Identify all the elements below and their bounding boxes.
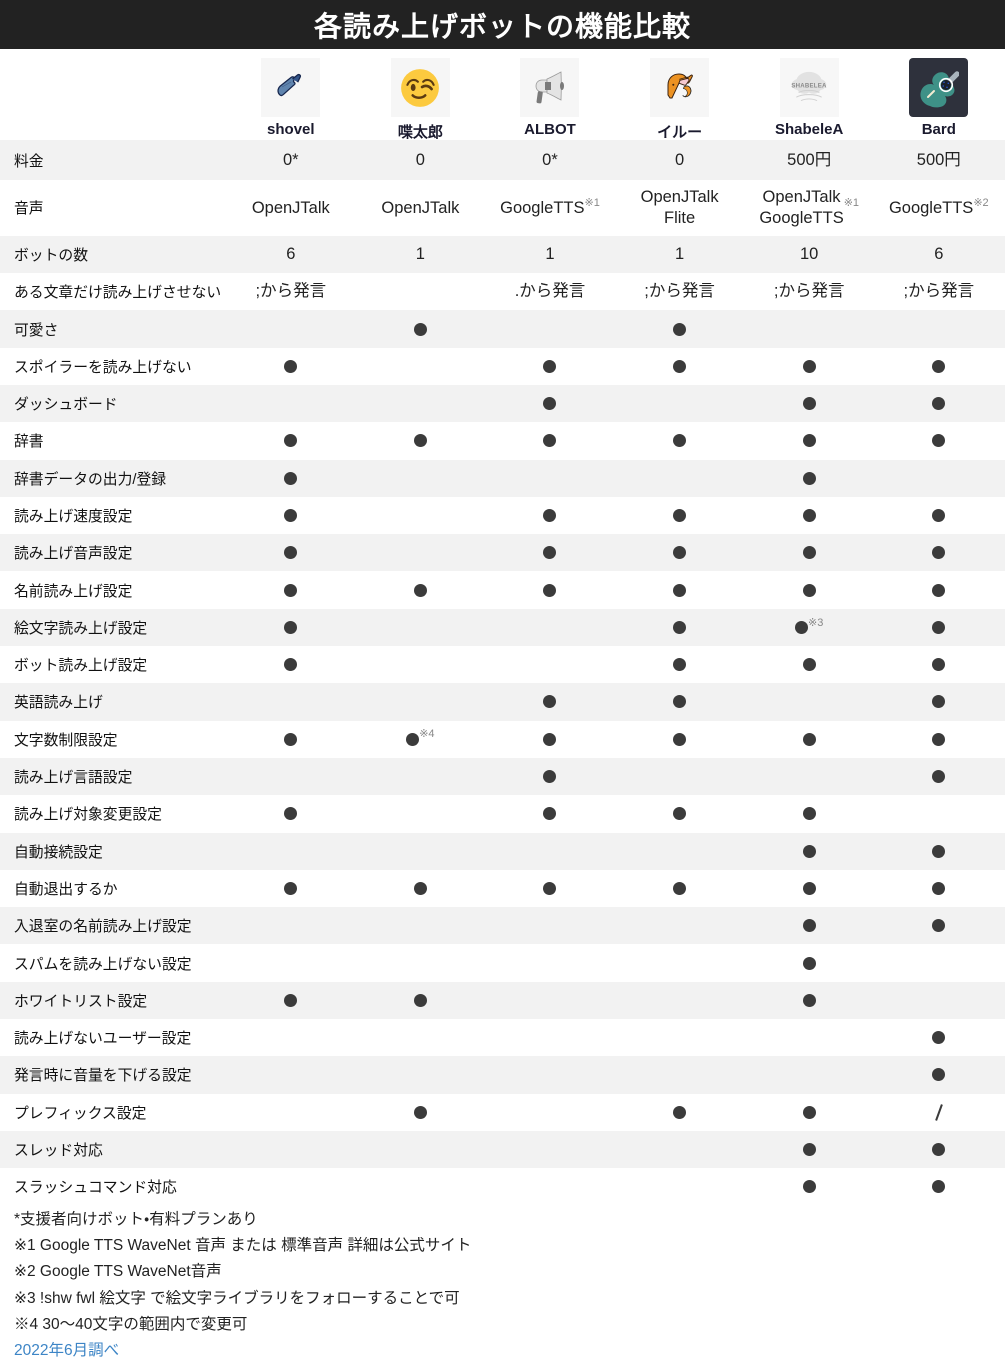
svg-text:SHABELEA: SHABELEA <box>792 82 828 89</box>
